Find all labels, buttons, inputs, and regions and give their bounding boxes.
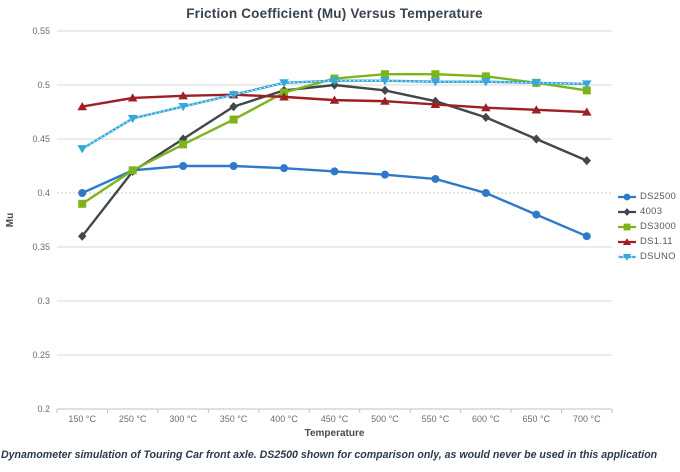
data-point-DS2500 [532,210,541,219]
data-point-4003 [582,156,591,166]
data-point-DS3000 [229,115,238,124]
data-point-DS1.11 [178,91,188,100]
data-point-DS3000 [78,199,87,208]
y-tick-label: 0.2 [37,404,50,414]
x-tick-label: 550 °C [422,414,450,424]
data-point-DSUNO [481,78,491,87]
x-tick-label: 500 °C [371,414,399,424]
data-point-4003 [481,112,491,122]
x-tick-label: 600 °C [472,414,500,424]
data-point-DS1.11 [581,107,592,116]
data-point-4003 [532,134,541,144]
series-4003 [78,80,591,241]
data-point-DSUNO [228,91,239,100]
data-point-DS2500 [229,162,238,170]
data-point-DS3000 [582,86,591,95]
y-tick-label: 0.3 [37,296,50,306]
data-point-DS1.11 [77,102,88,111]
data-point-DS3000 [380,70,389,79]
chart-footer-note: Dynamometer simulation of Touring Car fr… [1,449,658,461]
legend-item-DS1.11[interactable]: DS1.11 [618,236,676,247]
x-tick-label: 150 °C [68,414,96,424]
data-point-DS1.11 [430,99,441,109]
x-tick-label: 350 °C [220,414,248,424]
data-point-DS1.11 [380,96,390,105]
series-line-DS2500 [81,164,588,238]
legend: DS2500 4003 DS3000 DS1.11 DSUNO [618,191,676,262]
data-point-DS3000 [431,70,440,79]
data-point-DSUNO [279,79,289,88]
legend-item-DSUNO[interactable]: DSUNO [618,251,676,262]
y-tick-label: 0.4 [37,188,50,198]
data-point-DS2500 [431,174,440,183]
x-tick-label: 650 °C [523,414,551,424]
legend-label: DSUNO [640,251,676,262]
legend-label: 4003 [640,206,663,217]
y-tick-label: 0.5 [37,80,50,90]
legend-item-DS3000[interactable]: DS3000 [618,221,676,232]
x-axis-title: Temperature [305,428,365,439]
data-point-4003 [229,102,238,112]
data-point-DS3000 [179,140,188,149]
x-tick-label: 450 °C [321,414,349,424]
x-tick-label: 300 °C [169,414,197,424]
x-tick-label: 400 °C [270,414,298,424]
legend-marker-icon [618,237,636,245]
legend-marker-icon [618,193,636,200]
y-tick-label: 0.55 [32,26,50,36]
data-point-DS3000 [481,72,490,81]
legend-item-DS2500[interactable]: DS2500 [618,191,676,202]
data-point-DSUNO [380,77,390,86]
legend-marker-icon [618,207,636,216]
legend-label: DS3000 [640,221,677,232]
plot-area: 0.55 0.5 0.45 0.4 0.35 0.3 0.25 0.2 150 °C 250 °C… [5,26,613,439]
data-point-DSUNO [178,103,188,112]
data-point-DS1.11 [329,95,340,104]
data-point-DS2500 [280,164,289,173]
series-DS1.11 [77,90,592,116]
legend-label: DS1.11 [640,236,673,247]
data-point-DS2500 [481,189,490,197]
data-point-4003 [380,85,390,95]
y-axis-title: Mu [5,213,16,227]
data-point-DSUNO [581,80,592,89]
legend-label: DS2500 [640,191,677,202]
series-DSUNO [77,77,592,154]
legend-marker-icon [618,223,636,230]
data-point-DSUNO [127,114,138,124]
data-point-DS1.11 [481,103,491,112]
legend-marker-icon [618,253,636,261]
y-tick-label: 0.35 [32,242,50,252]
data-point-DS3000 [128,166,137,175]
data-point-DS1.11 [279,92,289,101]
data-point-DSUNO [430,78,441,87]
data-point-DS2500 [78,189,87,197]
data-point-DSUNO [531,79,542,88]
data-point-DSUNO [77,145,88,154]
data-point-DS2500 [582,232,591,241]
x-tick-label: 700 °C [573,414,601,424]
data-point-4003 [78,231,87,241]
chart-title: Friction Coefficient (Mu) Versus Tempera… [186,6,483,21]
legend-item-4003[interactable]: 4003 [618,206,676,217]
data-point-DS2500 [380,170,389,179]
x-tick-label: 250 °C [119,414,147,424]
data-point-DS1.11 [531,105,542,114]
data-point-DS2500 [179,162,188,170]
y-tick-label: 0.25 [32,350,50,360]
data-point-DS2500 [330,167,339,176]
data-point-DS1.11 [127,93,138,102]
y-tick-label: 0.45 [32,134,50,144]
series-DS2500 [78,162,591,241]
data-point-DSUNO [329,77,340,86]
